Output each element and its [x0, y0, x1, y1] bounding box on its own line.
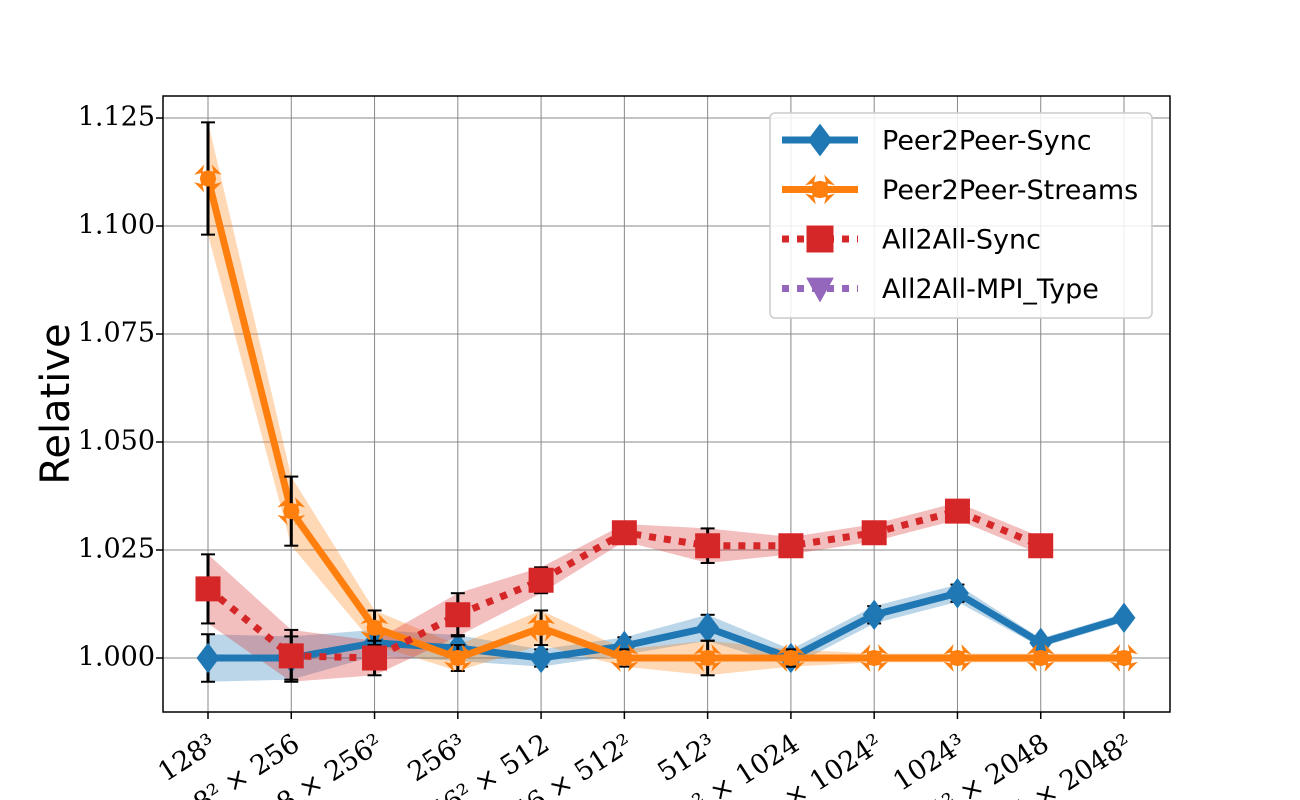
data-point [611, 520, 637, 546]
data-point [277, 497, 306, 526]
data-point [194, 164, 222, 193]
plot-area [194, 121, 1138, 683]
data-point [443, 644, 472, 672]
legend-box [769, 112, 1153, 319]
data-point [1112, 602, 1136, 634]
legend-marker [806, 277, 834, 303]
series-line [208, 589, 1126, 662]
data-point [693, 644, 722, 672]
data-point [195, 576, 221, 602]
legend-marker [806, 225, 834, 253]
legend-label: Peer2Peer-Sync [882, 126, 1092, 157]
y-tick-label: 1.075 [78, 318, 155, 349]
data-point [196, 642, 220, 674]
data-point [610, 644, 639, 672]
error-band [208, 502, 1041, 682]
data-point [862, 599, 886, 631]
data-point [278, 643, 304, 669]
legend-label: All2All-MPI_Type [882, 274, 1099, 305]
y-tick-label: 1.000 [78, 642, 155, 673]
data-point [860, 644, 889, 672]
data-point [360, 613, 389, 642]
y-axis-label: Relative [33, 323, 79, 484]
legend: Peer2Peer-Sync Peer2Peer-Streams All2All-S… [769, 112, 1153, 319]
data-point [445, 602, 471, 628]
y-tick-label: 1.100 [78, 210, 155, 241]
data-point [943, 644, 972, 672]
data-point [1028, 533, 1054, 559]
y-tick-label: 1.050 [78, 426, 155, 457]
y-tick-label: 1.125 [78, 102, 155, 133]
data-point [1026, 644, 1055, 672]
data-point [695, 533, 721, 559]
legend-marker [807, 123, 833, 157]
data-point [527, 613, 556, 642]
data-point [861, 520, 887, 546]
data-point [362, 645, 388, 671]
data-point [946, 577, 969, 609]
y-tick-label: 1.025 [78, 534, 155, 565]
data-point [776, 644, 805, 672]
data-point [528, 567, 554, 593]
legend-marker [805, 174, 835, 205]
data-point [1110, 644, 1138, 672]
plot-frame [162, 95, 1171, 713]
data-point [944, 498, 970, 524]
series-line [204, 177, 1124, 662]
legend-label: Peer2Peer-Streams [882, 175, 1138, 206]
legend-label: All2All-Sync [882, 225, 1041, 256]
data-point [778, 533, 804, 559]
data-point [529, 642, 553, 674]
